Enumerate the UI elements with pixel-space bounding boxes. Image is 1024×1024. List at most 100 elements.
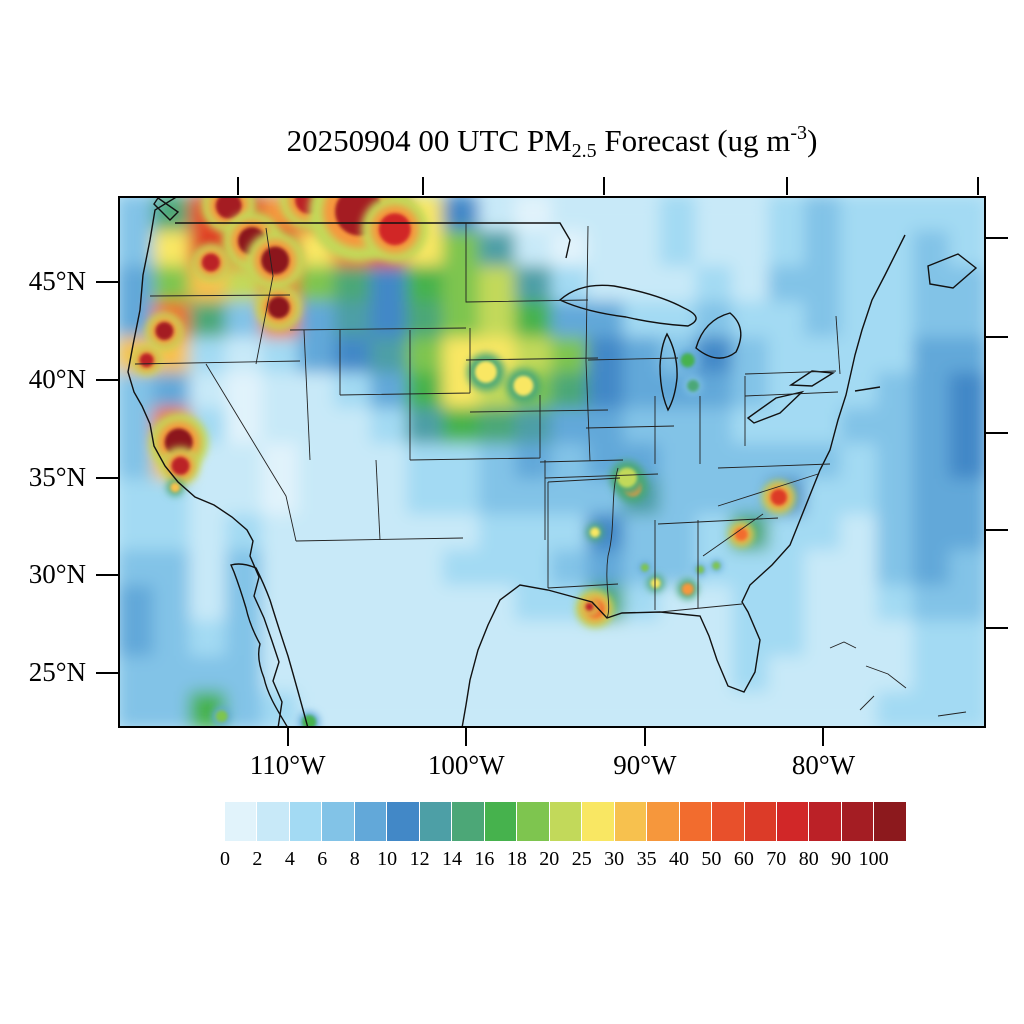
map-frame bbox=[118, 196, 986, 728]
map-plot-area bbox=[118, 196, 986, 728]
colorbar-segment bbox=[744, 802, 777, 841]
hotspots-layer bbox=[131, 196, 796, 728]
state-border bbox=[255, 227, 274, 365]
state-border bbox=[295, 537, 464, 542]
state-border bbox=[149, 294, 291, 297]
colorbar-tick-label: 30 bbox=[604, 848, 625, 870]
hotspot bbox=[170, 482, 181, 493]
x-axis-tick-label: 100°W bbox=[427, 750, 505, 780]
state-border bbox=[744, 391, 839, 397]
colorbar-tick-label: 40 bbox=[669, 848, 689, 870]
state-border bbox=[339, 328, 471, 396]
top-axis-tick bbox=[786, 177, 788, 195]
state-border bbox=[859, 695, 875, 711]
y-axis-tick-label: 30°N bbox=[28, 559, 86, 590]
state-border bbox=[465, 223, 589, 303]
colorbar-tick-label: 50 bbox=[701, 848, 722, 870]
right-axis-tick bbox=[986, 627, 1008, 629]
state-border bbox=[547, 477, 621, 589]
right-axis-tick bbox=[986, 336, 1008, 338]
colorbar-segment bbox=[354, 802, 388, 841]
state-border bbox=[303, 329, 311, 461]
coastline bbox=[746, 390, 805, 424]
right-axis-tick bbox=[986, 529, 1008, 531]
top-axis-tick bbox=[237, 177, 239, 195]
title-subscript: 2.5 bbox=[571, 140, 597, 162]
top-axis-tick bbox=[977, 177, 979, 195]
state-border bbox=[409, 330, 541, 461]
state-border bbox=[539, 459, 624, 463]
coastline bbox=[175, 222, 571, 259]
state-border bbox=[465, 357, 599, 361]
colorbar-segment bbox=[484, 802, 518, 841]
state-border bbox=[717, 463, 831, 469]
state-border bbox=[717, 473, 819, 507]
hotspot bbox=[687, 379, 700, 392]
colorbar-tick-label: 90 bbox=[831, 848, 852, 870]
state-border bbox=[937, 711, 967, 717]
x-axis-tick-label: 90°W bbox=[613, 750, 677, 780]
y-axis-tick-label: 40°N bbox=[28, 363, 86, 394]
colorbar-tick-label: 25 bbox=[571, 848, 592, 870]
y-axis-tick-label: 45°N bbox=[28, 266, 86, 297]
colorbar-segment bbox=[289, 802, 323, 841]
colorbar-segment bbox=[809, 802, 842, 841]
colorbar-tick-label: 2 bbox=[252, 848, 263, 870]
colorbar-tick-label: 6 bbox=[317, 848, 328, 870]
state-border bbox=[659, 603, 743, 613]
y-axis-tick bbox=[96, 476, 118, 479]
hotspot bbox=[585, 602, 594, 611]
colorbar-tick-label: 70 bbox=[766, 848, 787, 870]
state-border bbox=[587, 357, 679, 361]
right-axis-tick bbox=[986, 237, 1008, 239]
x-axis-tick-label: 110°W bbox=[249, 750, 326, 780]
coastline bbox=[927, 253, 978, 289]
hotspot bbox=[681, 583, 694, 596]
y-axis-tick bbox=[96, 281, 118, 284]
hotspot bbox=[770, 489, 787, 506]
top-axis-tick bbox=[422, 177, 424, 195]
map-svg bbox=[118, 196, 986, 728]
x-axis-tick-label: 80°W bbox=[791, 750, 856, 780]
coastline bbox=[659, 332, 678, 412]
state-border bbox=[835, 315, 841, 375]
state-border bbox=[744, 370, 837, 375]
coastline bbox=[788, 370, 836, 387]
x-axis-tick bbox=[286, 728, 289, 746]
colorbar-segment bbox=[614, 802, 648, 841]
hotspot bbox=[155, 322, 174, 340]
x-axis-tick bbox=[643, 728, 646, 746]
hotspot bbox=[712, 561, 721, 570]
coastline bbox=[230, 563, 309, 728]
state-border bbox=[657, 517, 779, 525]
y-axis-tick-label: 25°N bbox=[28, 657, 86, 688]
y-axis-tick-label: 35°N bbox=[28, 461, 86, 492]
coastline bbox=[558, 284, 697, 327]
state-border bbox=[205, 363, 297, 542]
state-border bbox=[702, 513, 764, 557]
hotspot bbox=[474, 361, 497, 383]
hotspot bbox=[617, 467, 637, 488]
top-axis-tick bbox=[603, 177, 605, 195]
coastline bbox=[153, 197, 180, 221]
state-border bbox=[544, 473, 659, 479]
state-border bbox=[289, 327, 467, 331]
x-axis-tick bbox=[822, 728, 825, 746]
hotspot bbox=[201, 253, 220, 272]
y-axis-tick bbox=[96, 378, 118, 381]
colorbar-segment bbox=[647, 802, 680, 841]
state-border bbox=[585, 425, 675, 429]
colorbar-tick-label: 16 bbox=[474, 848, 495, 870]
hotspot bbox=[650, 578, 661, 589]
colorbar-segment bbox=[387, 802, 420, 841]
state-border bbox=[134, 360, 301, 365]
colorbar-segment bbox=[841, 802, 875, 841]
hotspot bbox=[215, 196, 242, 219]
coastline bbox=[854, 386, 881, 392]
hotspot bbox=[171, 456, 190, 475]
colorbar-tick-label: 100 bbox=[858, 848, 889, 870]
colorbar-tick-label: 35 bbox=[636, 848, 657, 870]
hotspot bbox=[378, 213, 411, 246]
state-border bbox=[606, 467, 619, 619]
hotspot bbox=[680, 353, 695, 368]
